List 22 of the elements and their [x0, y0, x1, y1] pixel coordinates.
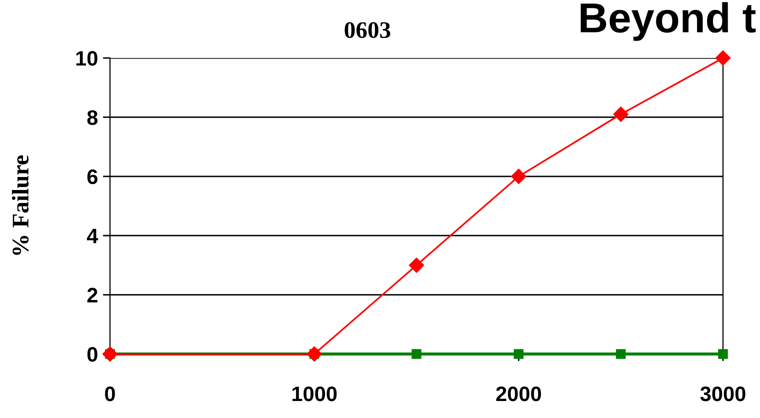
y-tick-label: 0: [87, 347, 98, 362]
y-tick-label: 6: [87, 169, 98, 184]
x-tick-label: 0: [105, 386, 115, 402]
point: [511, 168, 526, 184]
y-tick-label: 8: [87, 110, 98, 125]
x-tick-label: 3000: [700, 386, 746, 402]
chart-title: 0603: [344, 22, 390, 38]
y-axis-title: % Failure: [12, 155, 29, 255]
x-tick-label: 2000: [496, 386, 541, 402]
point: [102, 346, 118, 362]
point: [613, 106, 628, 122]
text: Beyond t: [580, 2, 756, 41]
x-tick-label: 1000: [292, 386, 337, 402]
y-tick-label: 2: [87, 288, 98, 302]
point: [715, 50, 731, 66]
y-tick-label: 10: [76, 51, 98, 66]
point: [616, 349, 626, 359]
point: [306, 346, 322, 362]
y-tick-label: 4: [86, 228, 98, 244]
point: [412, 349, 422, 359]
point: [514, 349, 524, 359]
point: [408, 258, 424, 273]
